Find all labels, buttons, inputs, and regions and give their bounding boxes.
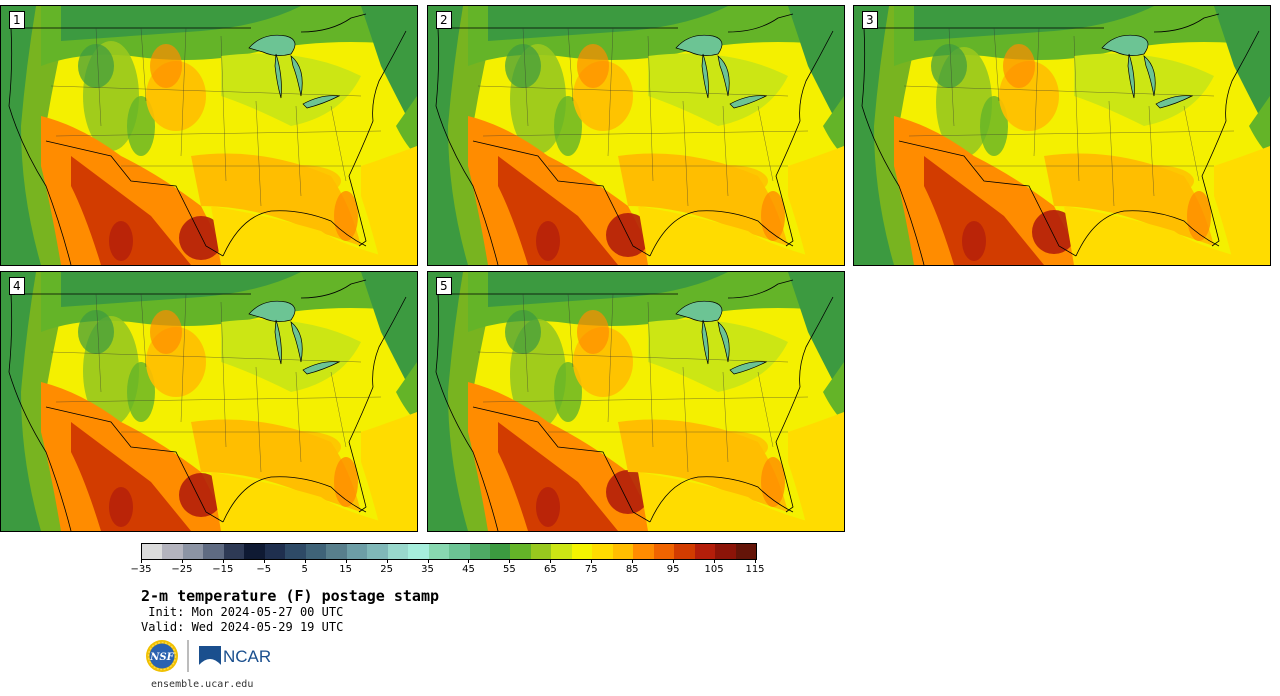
colorbar-tick (468, 559, 470, 563)
colorbar-tick (386, 559, 388, 563)
nsf-logo-icon: NSF (146, 640, 178, 672)
plot-title: 2-m temperature (F) postage stamp (141, 587, 440, 605)
colorbar-tick (222, 559, 224, 563)
colorbar-tick (591, 559, 593, 563)
colorbar-swatch (571, 544, 593, 559)
colorbar-swatch (387, 544, 409, 559)
colorbar-tick-label: 75 (584, 564, 598, 575)
map-panel-4: 4 (0, 271, 418, 532)
colorbar-tick-label: −25 (171, 564, 193, 575)
temperature-map (1, 272, 417, 531)
colorbar-swatch (346, 544, 368, 559)
colorbar-tick-label: 95 (666, 564, 680, 575)
panel-number: 5 (436, 277, 452, 295)
colorbar-swatch (694, 544, 716, 559)
website-link[interactable]: ensemble.ucar.edu (151, 679, 254, 690)
nsf-text: NSF (149, 652, 174, 663)
colorbar-swatch (367, 544, 388, 559)
colorbar-swatch (326, 544, 347, 559)
colorbar-swatch (408, 544, 429, 559)
colorbar-tick (632, 559, 634, 563)
colorbar-tick (263, 559, 265, 563)
colorbar (141, 543, 757, 560)
valid-time: Valid: Wed 2024-05-29 19 UTC (141, 620, 344, 634)
colorbar-tick-label: 85 (625, 564, 639, 575)
colorbar-swatch (223, 544, 245, 559)
colorbar-swatch (510, 544, 531, 559)
colorbar-ticks: −35 −25 −15 −5 5 15 25 35 45 55 65 75 85 95 105 115 (130, 559, 765, 581)
colorbar-tick (714, 559, 716, 563)
colorbar-swatch (285, 544, 306, 559)
temperature-map (854, 6, 1270, 265)
colorbar-tick (181, 559, 183, 563)
colorbar-tick-label: 105 (704, 564, 724, 575)
colorbar-swatch (674, 544, 695, 559)
colorbar-swatch (449, 544, 470, 559)
colorbar-swatch (592, 544, 613, 559)
colorbar-tick-label: 5 (301, 564, 308, 575)
colorbar-tick-label: 35 (421, 564, 434, 575)
panel-number: 1 (9, 11, 25, 29)
colorbar-swatch (264, 544, 286, 559)
colorbar-swatch (612, 544, 634, 559)
colorbar-tick (509, 559, 511, 563)
colorbar-swatch (489, 544, 511, 559)
colorbar-tick (550, 559, 552, 563)
colorbar-swatch (735, 544, 757, 559)
colorbar-swatch (633, 544, 654, 559)
colorbar-tick-label: −15 (212, 564, 234, 575)
colorbar-tick-label: 115 (745, 564, 765, 575)
colorbar-swatch (182, 544, 204, 559)
temperature-map (1, 6, 417, 265)
map-panel-5: 5 (427, 271, 845, 532)
colorbar-swatch (162, 544, 183, 559)
colorbar-tick (673, 559, 675, 563)
map-panel-1: 1 (0, 5, 418, 266)
ncar-logo-icon: NCAR (199, 646, 271, 666)
colorbar-swatch (305, 544, 327, 559)
panel-number: 4 (9, 277, 25, 295)
colorbar-tick (141, 559, 142, 563)
colorbar-tick-label: −5 (256, 564, 272, 575)
ncar-text: NCAR (223, 647, 271, 666)
colorbar-swatch (428, 544, 450, 559)
colorbar-tick-label: 65 (543, 564, 557, 575)
temperature-map (428, 272, 844, 531)
colorbar-tick (427, 559, 429, 563)
colorbar-swatch (203, 544, 224, 559)
colorbar-tick-label: −35 (130, 564, 152, 575)
colorbar-tick-label: 45 (462, 564, 475, 575)
colorbar-tick-label: 25 (380, 564, 393, 575)
init-time: Init: Mon 2024-05-27 00 UTC (141, 605, 344, 619)
logos: NSF NCAR (144, 638, 274, 674)
colorbar-tick (304, 559, 306, 563)
map-panel-2: 2 (427, 5, 845, 266)
colorbar-swatch (551, 544, 572, 559)
colorbar-swatch (653, 544, 675, 559)
colorbar-tick-label: 55 (503, 564, 516, 575)
colorbar-tick (755, 559, 756, 563)
colorbar-swatch (530, 544, 552, 559)
colorbar-swatch (244, 544, 265, 559)
map-panel-3: 3 (853, 5, 1271, 266)
colorbar-swatch (715, 544, 736, 559)
colorbar-tick-label: 15 (339, 564, 353, 575)
panel-number: 3 (862, 11, 878, 29)
colorbar-tick (345, 559, 347, 563)
colorbar-swatch (469, 544, 490, 559)
panel-number: 2 (436, 11, 452, 29)
temperature-map (428, 6, 844, 265)
colorbar-swatch (142, 544, 163, 559)
